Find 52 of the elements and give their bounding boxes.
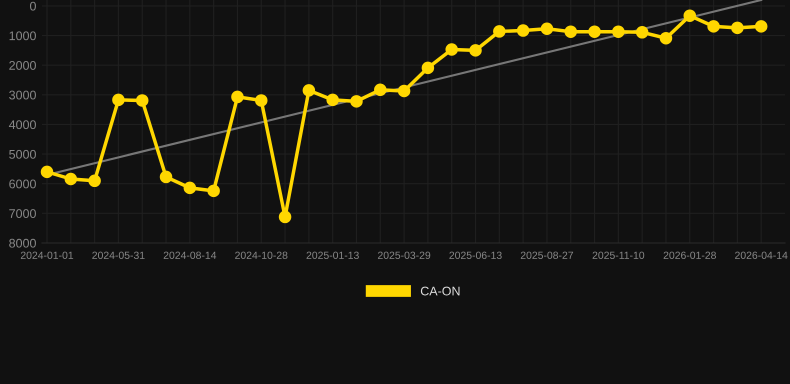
x-tick-label: 2025-11-10	[592, 252, 644, 259]
point	[326, 94, 339, 106]
x-tick-label: 2024-05-31	[92, 252, 145, 259]
point	[112, 94, 125, 106]
point	[731, 22, 744, 34]
point	[302, 84, 316, 97]
point	[445, 43, 458, 56]
point	[64, 172, 78, 186]
point	[754, 20, 768, 33]
x-tick-label: 2024-08-14	[164, 252, 216, 259]
y-tick-label: 3000	[9, 90, 36, 100]
point	[88, 174, 101, 188]
y-tick-label: 8000	[9, 238, 36, 248]
y-tick-label: 1000	[10, 31, 36, 40]
point	[374, 84, 387, 96]
y-tick-label: 2000	[9, 60, 36, 70]
x-tick-label: 2026-01-28	[664, 252, 716, 259]
x-tick-label: 2026-04-14	[735, 252, 788, 259]
point	[231, 90, 244, 104]
point	[350, 95, 363, 108]
point	[398, 84, 410, 98]
x-tick-label: 2024-10-28	[235, 252, 288, 259]
legend-label: CA-ON	[420, 286, 460, 296]
y-tick-label: 5000	[9, 150, 36, 159]
y-tick-label: 7000	[9, 209, 36, 218]
point	[278, 210, 292, 224]
point	[684, 9, 696, 22]
point	[160, 170, 172, 184]
x-tick-label: 2025-01-13	[306, 252, 359, 259]
point	[564, 25, 577, 38]
point	[516, 24, 530, 37]
point	[40, 166, 54, 178]
point	[422, 62, 434, 74]
point	[469, 44, 482, 57]
point	[660, 32, 672, 44]
point	[540, 22, 554, 35]
x-tick-label: 2025-06-13	[449, 252, 502, 259]
point	[588, 25, 601, 38]
x-tick-label: 2024-01-01	[20, 252, 74, 259]
x-tick-label: 2025-08-27	[520, 252, 574, 259]
point	[493, 25, 506, 38]
point	[612, 25, 625, 38]
point	[636, 26, 648, 39]
y-tick-label: 6000	[9, 180, 36, 188]
y-tick-label: 0	[30, 2, 36, 11]
point	[207, 184, 220, 198]
point	[255, 94, 268, 107]
point	[136, 94, 148, 107]
y-tick-label: 4000	[8, 120, 36, 130]
point	[184, 182, 196, 194]
point	[707, 20, 720, 33]
x-tick-label: 2025-03-29	[378, 252, 430, 259]
